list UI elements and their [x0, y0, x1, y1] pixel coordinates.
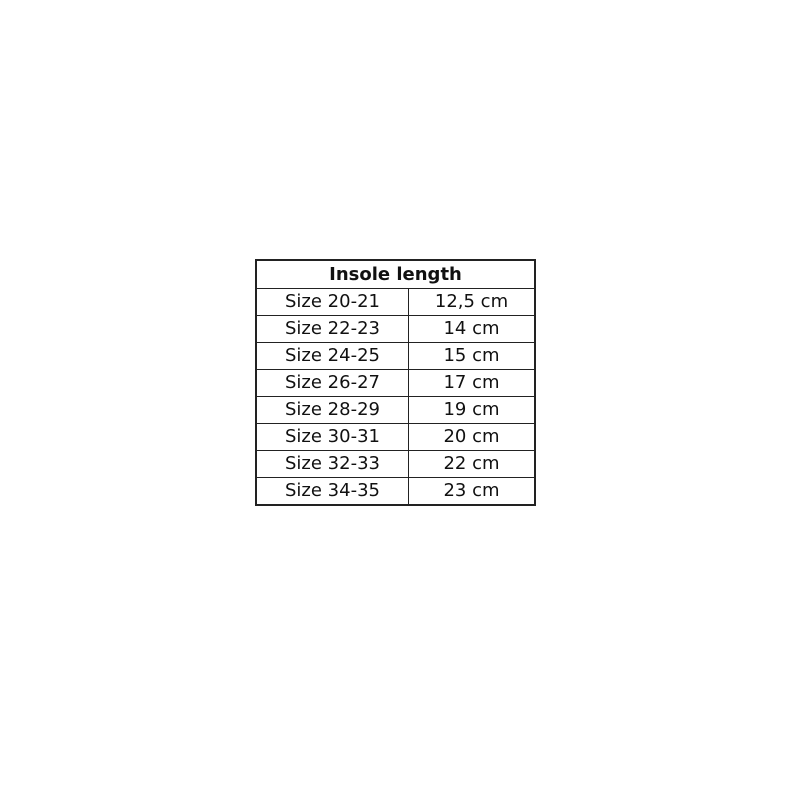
- table-row: Size 32-33 22 cm: [255, 450, 536, 478]
- table-row: Size 24-25 15 cm: [255, 342, 536, 370]
- table-row: Size 28-29 19 cm: [255, 396, 536, 424]
- size-cell: Size 30-31: [255, 423, 409, 451]
- table-row: Size 26-27 17 cm: [255, 369, 536, 397]
- table-row: Size 34-35 23 cm: [255, 477, 536, 506]
- size-cell: Size 26-27: [255, 369, 409, 397]
- table-title: Insole length: [255, 259, 536, 289]
- length-cell: 22 cm: [408, 450, 536, 478]
- length-cell: 23 cm: [408, 477, 536, 506]
- length-cell: 20 cm: [408, 423, 536, 451]
- table-row: Size 22-23 14 cm: [255, 315, 536, 343]
- table-row: Size 20-21 12,5 cm: [255, 288, 536, 316]
- size-cell: Size 24-25: [255, 342, 409, 370]
- table-row: Size 30-31 20 cm: [255, 423, 536, 451]
- size-cell: Size 28-29: [255, 396, 409, 424]
- length-cell: 19 cm: [408, 396, 536, 424]
- size-cell: Size 20-21: [255, 288, 409, 316]
- length-cell: 14 cm: [408, 315, 536, 343]
- size-cell: Size 32-33: [255, 450, 409, 478]
- size-cell: Size 34-35: [255, 477, 409, 506]
- length-cell: 12,5 cm: [408, 288, 536, 316]
- size-chart-table: Insole length Size 20-21 12,5 cm Size 22-2…: [255, 259, 536, 506]
- length-cell: 15 cm: [408, 342, 536, 370]
- length-cell: 17 cm: [408, 369, 536, 397]
- table-header-row: Insole length: [255, 259, 536, 289]
- size-cell: Size 22-23: [255, 315, 409, 343]
